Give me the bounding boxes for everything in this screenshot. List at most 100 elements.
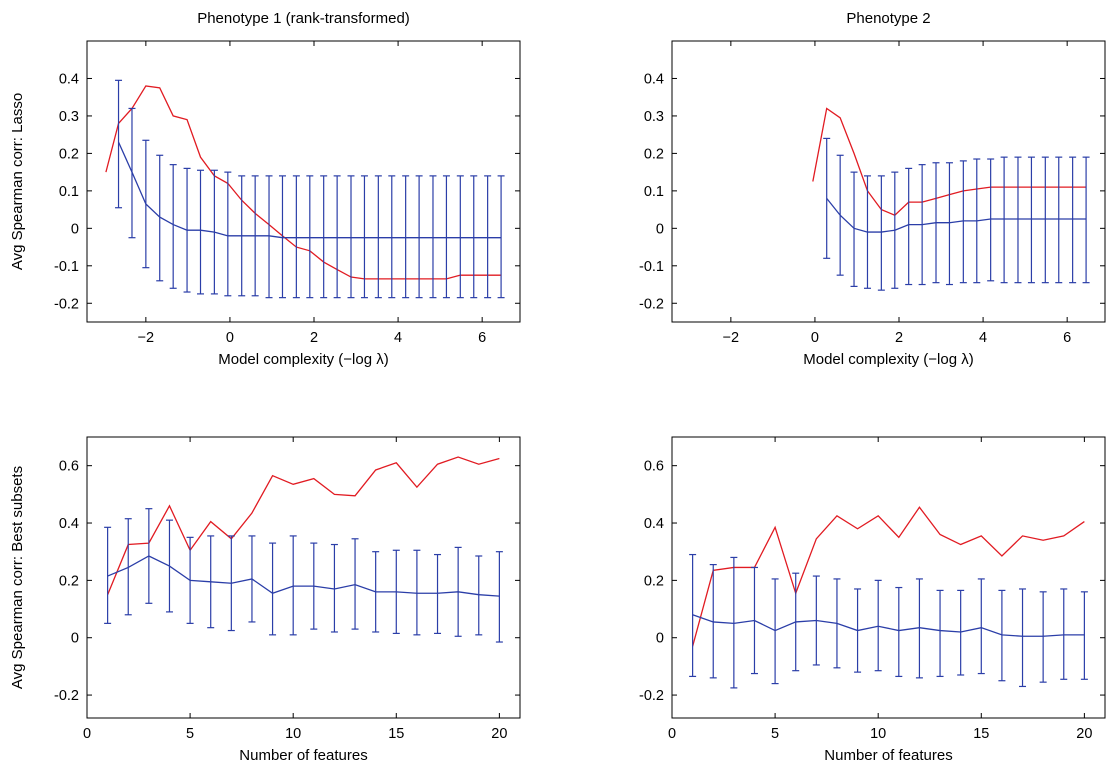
error-bar (330, 543, 338, 633)
error-bar (1055, 156, 1063, 284)
error-bar (475, 555, 483, 636)
error-bar (771, 578, 779, 685)
error-bar (495, 551, 503, 643)
error-bar (1019, 588, 1027, 688)
error-bar (484, 175, 492, 299)
error-bar (429, 175, 437, 299)
x-tick-label: 0 (668, 726, 676, 742)
error-bar (915, 578, 923, 679)
y-tick-label: -0.2 (54, 688, 79, 704)
y-tick-label: 0.4 (59, 516, 79, 532)
error-bar (156, 154, 164, 282)
y-tick-label: 0.6 (644, 459, 664, 475)
error-bar (1027, 156, 1035, 284)
error-bar (1060, 588, 1068, 680)
error-bar (945, 162, 953, 286)
y-tick-label: 0.3 (59, 109, 79, 125)
x-tick-label: 15 (973, 726, 989, 742)
error-bar (442, 175, 450, 299)
series-line-blue (692, 614, 1085, 637)
error-bar (104, 526, 112, 624)
error-bar (115, 79, 123, 209)
chart-panel-3: 0 5 10 15 20 -0.2 0 0.2 0.4 0.6 Number of features… (9, 436, 521, 764)
y-tick-label: 0.4 (644, 516, 664, 532)
error-bar (959, 160, 967, 284)
error-bar (1039, 591, 1047, 683)
x-tick-label: 6 (478, 330, 486, 346)
error-bar (1082, 156, 1090, 284)
error-bar (895, 586, 903, 678)
x-tick-label: −2 (138, 330, 155, 346)
error-bar (434, 553, 442, 635)
error-bar (269, 542, 277, 636)
y-tick-label: 0.4 (59, 71, 79, 87)
error-bar (320, 175, 328, 299)
y-tick-label: 0.1 (644, 184, 664, 200)
x-axis-label: Number of features (824, 747, 952, 764)
y-tick-label: 0.2 (644, 573, 664, 589)
plot-frame (671, 40, 1106, 323)
x-tick-label: 6 (1063, 330, 1071, 346)
x-tick-label: 4 (394, 330, 402, 346)
y-tick-label: 0.2 (644, 146, 664, 162)
error-bar (1080, 591, 1088, 680)
x-tick-label: 2 (895, 330, 903, 346)
chart-panel-1: −2 0 2 4 6 -0.2 -0.1 0 0.1 0.2 0.3 0.4 Phenotype 1 (… (9, 10, 521, 368)
error-bar (1014, 156, 1022, 284)
y-tick-label: -0.2 (639, 688, 664, 704)
y-tick-label: 0.6 (59, 459, 79, 475)
error-bar (497, 175, 505, 299)
plot-frame (671, 436, 1106, 719)
error-bar (905, 167, 913, 286)
x-tick-label: 20 (491, 726, 507, 742)
series-line-red (107, 456, 500, 595)
panel-title: Phenotype 1 (rank-transformed) (197, 10, 410, 27)
error-bar (292, 175, 300, 299)
y-tick-label: 0.2 (59, 146, 79, 162)
panel-title: Phenotype 2 (846, 10, 930, 27)
error-bar (1041, 156, 1049, 284)
error-bar (351, 538, 359, 630)
x-tick-label: 5 (771, 726, 779, 742)
chart-panel-2: −2 0 2 4 6 -0.2 -0.1 0 0.1 0.2 0.3 0.4 Phenotype 2 Mo… (639, 10, 1106, 368)
y-tick-label: 0.1 (59, 184, 79, 200)
plot-frame (86, 436, 521, 719)
error-bar (360, 175, 368, 299)
series-line-blue (107, 555, 500, 597)
error-bar (1069, 156, 1077, 284)
x-tick-label: 0 (811, 330, 819, 346)
error-bar (415, 175, 423, 299)
chart-panel-4: 0 5 10 15 20 -0.2 0 0.2 0.4 0.6 Number of features (639, 436, 1106, 764)
x-tick-label: 4 (979, 330, 987, 346)
y-axis-label: Avg Spearman corr: Lasso (9, 93, 26, 270)
x-tick-label: 0 (83, 726, 91, 742)
error-bar (987, 158, 995, 282)
x-tick-label: −2 (723, 330, 740, 346)
error-bar (402, 175, 410, 299)
y-axis-label: Avg Spearman corr: Best subsets (9, 466, 26, 689)
x-tick-label: 2 (310, 330, 318, 346)
error-bar (169, 164, 177, 289)
error-bar (413, 549, 421, 636)
x-axis-label: Model complexity (−log λ) (218, 351, 388, 368)
y-tick-label: -0.2 (54, 296, 79, 312)
series-line-blue (826, 197, 1087, 233)
error-bar (347, 175, 355, 299)
y-tick-label: 0 (71, 631, 79, 647)
error-bar (877, 175, 885, 291)
error-bar (224, 171, 232, 297)
series-line-red (691, 506, 1085, 647)
error-bar (998, 589, 1006, 682)
error-bar (388, 175, 396, 299)
error-bar (689, 553, 697, 678)
y-tick-label: 0 (656, 631, 664, 647)
x-tick-label: 10 (285, 726, 301, 742)
error-bar (333, 175, 341, 299)
error-bar (374, 175, 382, 299)
x-axis-label: Model complexity (−log λ) (803, 351, 973, 368)
error-bar (306, 175, 314, 299)
error-bar (265, 175, 273, 299)
y-tick-label: 0 (71, 221, 79, 237)
error-bar (850, 171, 858, 288)
error-bar (197, 169, 205, 295)
